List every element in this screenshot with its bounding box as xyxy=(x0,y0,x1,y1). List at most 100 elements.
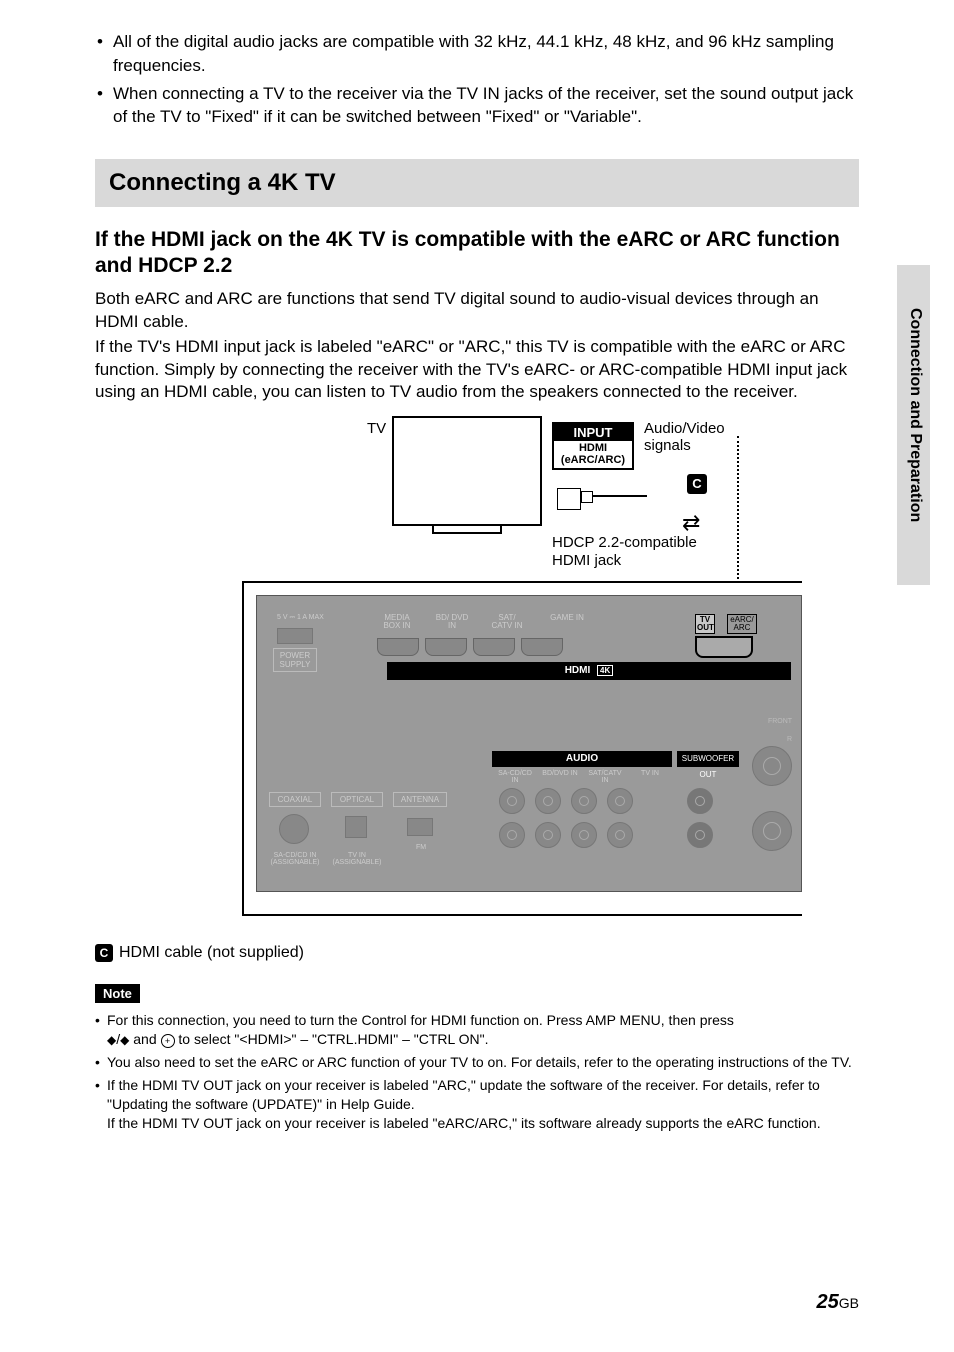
tv-input-badge: INPUT HDMI (eARC/ARC) xyxy=(552,422,634,469)
hdmi-tv-out-port xyxy=(695,636,753,658)
antenna-port-icon xyxy=(407,818,433,836)
input-earc-text: (eARC/ARC) xyxy=(561,454,625,466)
audio-in-label: BD/DVD IN xyxy=(540,770,580,777)
four-k-badge: 4K xyxy=(597,665,613,676)
note-item: You also need to set the eARC or ARC fun… xyxy=(95,1053,859,1072)
input-badge-line1: INPUT xyxy=(554,424,632,441)
rca-jack-icon xyxy=(571,788,597,814)
rca-jack-icon xyxy=(535,788,561,814)
tvin-label: TV IN (ASSIGNABLE) xyxy=(331,852,383,866)
fm-label: FM xyxy=(409,844,433,851)
note-text: For this connection, you need to turn th… xyxy=(107,1012,734,1028)
body-paragraph: If the TV's HDMI input jack is labeled "… xyxy=(95,336,859,405)
body-paragraph: Both eARC and ARC are functions that sen… xyxy=(95,288,859,334)
tv-icon xyxy=(392,416,542,526)
input-hdmi-text: HDMI xyxy=(579,442,607,454)
side-section-label: Connection and Preparation xyxy=(906,308,924,522)
coaxial-port-icon xyxy=(279,814,309,844)
page-number: 25 xyxy=(817,1291,839,1313)
plug-tip-icon xyxy=(581,491,593,503)
optical-port-icon xyxy=(345,816,367,838)
rca-jack-icon xyxy=(687,822,713,848)
legend-row: C HDMI cable (not supplied) xyxy=(95,944,859,962)
subwoofer-jack xyxy=(687,822,713,848)
rca-jack-icon xyxy=(607,822,633,848)
intro-bullet: When connecting a TV to the receiver via… xyxy=(95,82,859,130)
speaker-terminal-icon xyxy=(752,746,792,786)
front-label: FRONT xyxy=(765,718,795,725)
down-arrow-icon: ◆ xyxy=(120,1033,129,1047)
rca-jack-icon xyxy=(571,822,597,848)
hdmi-cable-icon xyxy=(557,488,647,512)
optical-label: OPTICAL xyxy=(331,792,383,807)
rca-row-bottom xyxy=(499,822,633,848)
hdmi-port-row xyxy=(377,638,563,656)
note-text: If the HDMI TV OUT jack on your receiver… xyxy=(107,1077,820,1112)
hdmi-port-icon xyxy=(425,638,467,656)
rca-jack-icon xyxy=(687,788,713,814)
front-speaker-terminal xyxy=(752,811,792,851)
bidirectional-arrow-icon: ⇄ xyxy=(682,510,700,536)
hdmi-port-label: GAME IN xyxy=(547,614,587,622)
rca-row-top xyxy=(499,788,633,814)
r-label: R xyxy=(787,736,792,743)
receiver-panel-face: 5 V ⎓ 1 A MAX POWER SUPPLY MEDIA BOX IN … xyxy=(256,595,802,892)
audio-in-label: SAT/CATV IN xyxy=(585,770,625,784)
legend-marker-c: C xyxy=(95,944,113,962)
hdmi-strip-text: HDMI xyxy=(565,665,591,676)
five-volt-label: 5 V ⎓ 1 A MAX xyxy=(277,614,324,622)
note-list: For this connection, you need to turn th… xyxy=(95,1011,859,1132)
audio-in-label: SA-CD/CD IN xyxy=(495,770,535,784)
legend-text: HDMI cable (not supplied) xyxy=(119,944,304,962)
antenna-label: ANTENNA xyxy=(393,792,447,807)
usb-port-icon xyxy=(277,628,313,644)
hdcp-line1: HDCP 2.2-compatible xyxy=(552,534,697,551)
note-text: and xyxy=(133,1031,160,1047)
rca-jack-icon xyxy=(499,822,525,848)
up-arrow-icon: ◆ xyxy=(107,1033,116,1047)
hdcp-jack-label: HDCP 2.2-compatible HDMI jack xyxy=(552,534,697,570)
tv-label: TV xyxy=(367,420,386,437)
callout-marker-c: C xyxy=(687,474,707,494)
receiver-back-panel: 5 V ⎓ 1 A MAX POWER SUPPLY MEDIA BOX IN … xyxy=(242,581,802,916)
subsection-heading: If the HDMI jack on the 4K TV is compati… xyxy=(95,227,859,280)
front-speaker-terminal xyxy=(752,746,792,786)
sacd-label: SA-CD/CD IN (ASSIGNABLE) xyxy=(269,852,321,866)
hdmi-port-icon xyxy=(521,638,563,656)
note-subline: If the HDMI TV OUT jack on your receiver… xyxy=(107,1114,859,1133)
rca-jack-icon xyxy=(499,788,525,814)
plug-icon xyxy=(557,488,581,510)
subwoofer-jack xyxy=(687,788,713,814)
page-content: All of the digital audio jacks are compa… xyxy=(0,0,954,1133)
av-signals-label: Audio/Video signals xyxy=(644,420,757,454)
subwoofer-label-strip: SUBWOOFER OUT xyxy=(677,751,739,767)
hdmi-label-strip: HDMI 4K xyxy=(387,662,791,680)
speaker-terminal-icon xyxy=(752,811,792,851)
enter-button-icon: + xyxy=(161,1034,175,1048)
hdmi-tv-out-label: TV OUT xyxy=(695,614,715,634)
hdmi-port-label: SAT/ CATV IN xyxy=(487,614,527,630)
audio-label-strip: AUDIO xyxy=(492,751,672,767)
coaxial-label: COAXIAL xyxy=(269,792,321,807)
note-text: to select "<HDMI>" – "CTRL.HDMI" – "CTRL… xyxy=(178,1031,488,1047)
connection-diagram: TV INPUT HDMI (eARC/ARC) Audio/Video sig… xyxy=(197,416,757,926)
hdmi-port-label: MEDIA BOX IN xyxy=(377,614,417,630)
hdmi-tv-out-port-icon xyxy=(695,636,753,658)
tv-stand-icon xyxy=(432,526,502,534)
hdmi-port-icon xyxy=(377,638,419,656)
cable-line-icon xyxy=(593,495,647,497)
note-item: For this connection, you need to turn th… xyxy=(95,1011,859,1049)
intro-bullet-list: All of the digital audio jacks are compa… xyxy=(95,30,859,129)
hdmi-earc-label: eARC/ ARC xyxy=(727,614,757,634)
page-suffix: GB xyxy=(839,1295,859,1311)
page-footer: 25GB xyxy=(817,1291,859,1314)
hdmi-port-label: BD/ DVD IN xyxy=(432,614,472,630)
power-supply-label: POWER SUPPLY xyxy=(273,648,317,672)
input-badge-line2: HDMI (eARC/ARC) xyxy=(554,441,632,467)
note-badge: Note xyxy=(95,984,140,1003)
section-heading: Connecting a 4K TV xyxy=(95,159,859,207)
audio-in-label: TV IN xyxy=(630,770,670,777)
rca-jack-icon xyxy=(607,788,633,814)
rca-jack-icon xyxy=(535,822,561,848)
hdmi-port-icon xyxy=(473,638,515,656)
